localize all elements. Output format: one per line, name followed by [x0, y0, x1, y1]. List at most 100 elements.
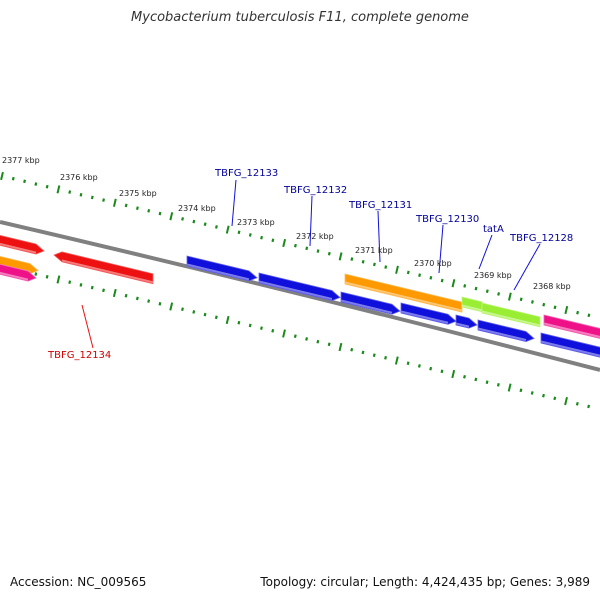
- ruler-tick-outer: [248, 233, 252, 237]
- ruler-tick-outer: [56, 185, 61, 194]
- ruler-tick-outer: [135, 206, 139, 210]
- gene-arrow: [340, 291, 401, 315]
- ruler-tick-outer: [45, 184, 49, 189]
- ruler-tick-inner: [45, 274, 49, 279]
- gene-arrow-shade: [540, 340, 600, 357]
- ruler-tick-inner: [507, 383, 512, 392]
- ruler-tick-outer: [373, 262, 376, 267]
- gene-leader-line: [438, 224, 444, 274]
- gene-leader-line: [478, 234, 493, 270]
- ruler-tick-inner: [417, 364, 421, 368]
- ruler-tick-inner: [384, 356, 387, 360]
- ruler-tick-outer: [237, 230, 241, 235]
- ruler-tick-inner: [519, 388, 523, 393]
- gene-label: TBFG_12132: [283, 185, 347, 196]
- ruler-tick-outer: [463, 284, 467, 288]
- gene-leader-line: [513, 243, 541, 291]
- gene-arrow-shade: [400, 310, 449, 324]
- ruler-tick-inner: [293, 334, 297, 339]
- gene-arrow-shade: [0, 271, 29, 281]
- ruler-tick-inner: [90, 285, 94, 290]
- kbp-label: 2372 kbp: [296, 232, 334, 241]
- ruler-tick-inner: [553, 396, 557, 401]
- ruler-tick-outer: [271, 238, 275, 243]
- ruler-tick-inner: [406, 361, 410, 366]
- ruler-tick-outer: [316, 249, 320, 253]
- ruler-tick-outer: [406, 270, 410, 275]
- ruler-tick-outer: [350, 257, 354, 261]
- ruler-tick-outer: [0, 171, 4, 181]
- ruler-tick-outer: [68, 190, 72, 194]
- gene-arrow-shade: [461, 304, 483, 312]
- ruler-tick-outer: [519, 297, 523, 302]
- ruler-tick-outer: [507, 292, 512, 301]
- ruler-tick-outer: [576, 310, 580, 315]
- ruler-tick-inner: [350, 347, 354, 352]
- ruler-tick-outer: [474, 286, 478, 291]
- gene-arrow: [0, 263, 37, 282]
- ruler-tick-outer: [124, 203, 128, 208]
- ruler-tick-outer: [553, 305, 557, 310]
- gene-arrow: [400, 302, 457, 325]
- ruler-tick-inner: [147, 299, 151, 303]
- ruler-tick-outer: [203, 222, 207, 227]
- gene-arrow-shade: [340, 299, 393, 314]
- kbp-label: 2370 kbp: [414, 259, 452, 268]
- ruler-tick-outer: [587, 313, 591, 318]
- ruler-tick-outer: [225, 225, 230, 234]
- ruler-tick-inner: [305, 337, 309, 341]
- genome-backbone: [0, 220, 600, 372]
- gene-arrow-shade: [481, 310, 541, 327]
- ruler-tick-inner: [530, 391, 534, 395]
- ruler-tick-outer: [440, 278, 444, 283]
- ruler-tick-outer: [79, 192, 83, 197]
- ruler-tick-outer: [90, 195, 94, 200]
- ruler-tick-outer: [531, 300, 534, 304]
- ruler-tick-inner: [34, 272, 38, 276]
- ruler-tick-inner: [327, 342, 331, 347]
- ruler-tick-inner: [79, 283, 83, 287]
- ruler-tick-inner: [68, 280, 72, 285]
- gene-label: TBFG_12131: [348, 200, 412, 211]
- gene-arrow-shade: [0, 242, 37, 254]
- ruler-tick-outer: [112, 198, 117, 207]
- gene-arrow: [186, 255, 258, 282]
- ruler-tick-outer: [429, 276, 433, 280]
- ruler-tick-outer: [192, 219, 196, 224]
- gene-arrow-shade: [186, 263, 250, 281]
- ruler-tick-inner: [394, 356, 399, 365]
- ruler-tick-outer: [451, 279, 456, 288]
- gene-arrow: [477, 319, 535, 342]
- ruler-tick-outer: [158, 211, 162, 216]
- ruler-tick-outer: [564, 305, 569, 315]
- ruler-tick-inner: [225, 315, 230, 325]
- ruler-tick-inner: [496, 383, 500, 387]
- gene-leader-line: [309, 195, 313, 247]
- ruler-tick-outer: [214, 225, 218, 229]
- ruler-tick-outer: [147, 209, 151, 213]
- ruler-tick-outer: [23, 179, 27, 184]
- ruler-tick-outer: [418, 273, 422, 277]
- ruler-tick-inner: [564, 396, 568, 406]
- kbp-label: 2371 kbp: [355, 246, 393, 255]
- gene-arrow: [0, 255, 39, 275]
- ruler-tick-outer: [361, 259, 365, 264]
- ruler-tick-inner: [587, 404, 591, 409]
- accession-text: Accession: NC_009565: [10, 575, 147, 589]
- ruler-tick-inner: [542, 393, 545, 398]
- kbp-label: 2368 kbp: [533, 282, 571, 291]
- ruler-tick-inner: [248, 323, 252, 328]
- kbp-label: 2373 kbp: [237, 218, 275, 227]
- ruler-tick-inner: [237, 320, 241, 325]
- kbp-label: 2375 kbp: [119, 189, 157, 198]
- kbp-label: 2374 kbp: [178, 204, 216, 213]
- ruler-tick-inner: [338, 342, 343, 352]
- gene-arrow-shade: [455, 322, 470, 328]
- ruler-tick-outer: [395, 265, 399, 274]
- ruler-tick-inner: [463, 374, 466, 379]
- ruler-tick-inner: [429, 366, 433, 371]
- gene-arrow-shade: [543, 322, 600, 338]
- gene-label: TBFG_12130: [415, 214, 479, 225]
- gene-label: tatA: [483, 224, 504, 235]
